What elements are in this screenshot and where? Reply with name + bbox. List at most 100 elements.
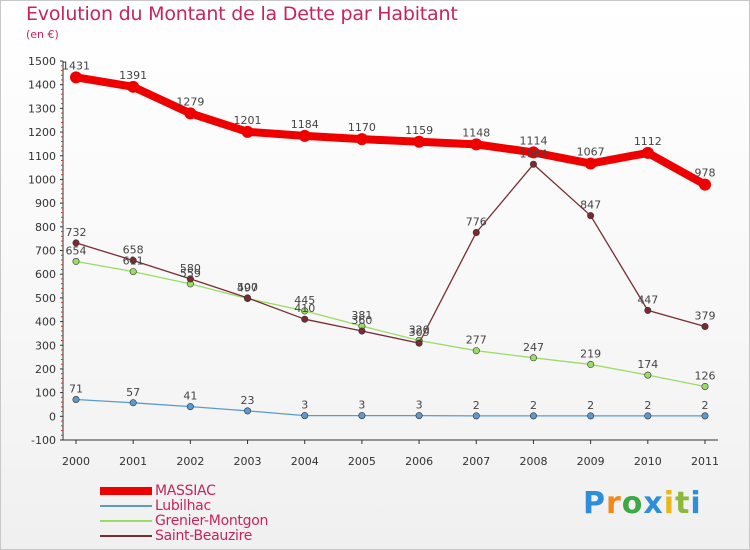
y-tick-label: 0 xyxy=(49,410,56,423)
logo-letter: o xyxy=(621,486,644,521)
data-label: 732 xyxy=(66,226,87,239)
data-point xyxy=(644,412,652,420)
data-label: 1184 xyxy=(291,118,319,131)
logo-letter: r xyxy=(606,486,622,521)
y-tick-label: 600 xyxy=(35,268,56,281)
legend-swatch xyxy=(100,535,152,537)
data-label: 1114 xyxy=(519,134,547,147)
x-tick-label: 2005 xyxy=(348,455,376,468)
data-point xyxy=(529,412,537,420)
data-point xyxy=(186,275,194,283)
data-point xyxy=(641,146,654,159)
legend-swatch xyxy=(100,505,152,507)
data-point xyxy=(644,306,652,314)
y-tick-label: 1300 xyxy=(28,102,56,115)
data-label: 445 xyxy=(294,294,315,307)
data-point xyxy=(358,327,366,335)
data-label: 2 xyxy=(587,399,594,412)
x-tick-label: 2001 xyxy=(119,455,147,468)
data-point xyxy=(701,412,709,420)
data-label: 1391 xyxy=(119,69,147,82)
y-tick-label: 200 xyxy=(35,363,56,376)
data-label: 126 xyxy=(695,369,716,382)
axes: -100 0 100 200 300 400 500 600 700 800 900 1000 1100… xyxy=(28,55,719,468)
data-point xyxy=(529,354,537,362)
data-point xyxy=(472,228,480,236)
logo-letter: i xyxy=(690,486,702,521)
data-point xyxy=(184,107,197,120)
data-point xyxy=(701,382,709,390)
data-label: 1064 xyxy=(519,147,547,160)
data-point xyxy=(587,212,595,220)
data-point xyxy=(358,412,366,420)
chart-title: Evolution du Montant de la Dette par Hab… xyxy=(26,3,458,25)
series-lines xyxy=(70,71,711,420)
data-point xyxy=(70,71,82,84)
y-tick-label: 1500 xyxy=(28,55,56,68)
legend-label: MASSIAC xyxy=(155,483,216,499)
data-label: 2 xyxy=(530,399,537,412)
data-label: 57 xyxy=(126,386,140,399)
data-point xyxy=(415,412,423,420)
data-label: 658 xyxy=(123,243,144,256)
data-point xyxy=(129,399,137,407)
x-tick-label: 2007 xyxy=(462,455,490,468)
data-point xyxy=(699,178,711,191)
data-point xyxy=(472,347,480,355)
data-point xyxy=(584,157,597,170)
data-label: 320 xyxy=(409,324,430,337)
data-label: 500 xyxy=(237,281,258,294)
data-label: 381 xyxy=(351,309,372,322)
data-point xyxy=(129,268,137,276)
logo-letter: P xyxy=(583,486,606,521)
data-label: 174 xyxy=(637,358,658,371)
data-point xyxy=(529,160,537,168)
data-label: 2 xyxy=(473,399,480,412)
data-label: 559 xyxy=(180,267,201,280)
y-tick-label: 1000 xyxy=(28,173,56,186)
data-label: 847 xyxy=(580,199,601,212)
data-point xyxy=(72,239,80,247)
x-tick-label: 2000 xyxy=(62,455,90,468)
data-label: 3 xyxy=(301,399,308,412)
data-point xyxy=(301,412,309,420)
x-tick-label: 2006 xyxy=(405,455,433,468)
data-point xyxy=(701,323,709,331)
data-point xyxy=(415,339,423,347)
legend-swatch xyxy=(100,487,152,495)
data-label: 3 xyxy=(358,399,365,412)
x-tick-label: 2003 xyxy=(234,455,262,468)
data-point xyxy=(186,403,194,411)
y-tick-label: 400 xyxy=(35,316,56,329)
data-label: 497 xyxy=(237,282,258,295)
data-label: 3 xyxy=(416,399,423,412)
data-label: 1279 xyxy=(176,95,204,108)
x-tick-label: 2004 xyxy=(291,455,319,468)
data-point xyxy=(72,395,80,403)
data-labels: 1431 1391 1279 1201 1184 1170 1159 1148 1114 1067… xyxy=(62,59,716,411)
data-label: 1170 xyxy=(348,121,376,134)
data-point xyxy=(244,407,252,415)
data-label: 1159 xyxy=(405,124,433,137)
y-tick-label: 500 xyxy=(35,292,56,305)
chart-subtitle: (en €) xyxy=(26,28,59,41)
logo-letter: i xyxy=(663,486,676,521)
data-point xyxy=(244,294,252,302)
legend-label: Saint-Beauzire xyxy=(155,528,253,544)
data-label: 1112 xyxy=(634,135,662,148)
data-label: 1148 xyxy=(462,126,490,139)
data-label: 1201 xyxy=(234,114,262,127)
data-label: 360 xyxy=(351,314,372,327)
x-tick-label: 2008 xyxy=(519,455,547,468)
data-label: 410 xyxy=(294,302,315,315)
data-label: 219 xyxy=(580,347,601,360)
data-label: 379 xyxy=(695,310,716,323)
data-point xyxy=(72,257,80,265)
legend-swatch xyxy=(100,520,152,522)
y-tick-label: 900 xyxy=(35,197,56,210)
data-point xyxy=(472,412,480,420)
data-point xyxy=(527,146,540,159)
y-tick-label: 1200 xyxy=(28,126,56,139)
